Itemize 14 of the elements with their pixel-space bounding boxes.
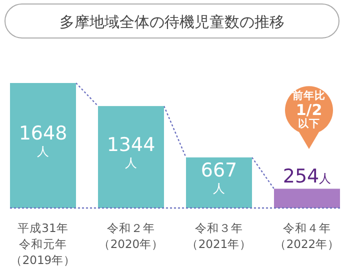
x-tick-label: 平成31年令和元年（2019年） bbox=[10, 221, 76, 267]
bar bbox=[274, 188, 340, 208]
bar bbox=[186, 157, 252, 208]
x-tick-label: 令和３年（2021年） bbox=[186, 221, 252, 251]
bar bbox=[10, 83, 76, 208]
data-label: 254人 bbox=[282, 166, 332, 188]
x-tick-label: 令和４年（2022年） bbox=[274, 221, 340, 251]
annotation: 前年比 1/2 以下 bbox=[292, 89, 326, 130]
data-label: 1648人 bbox=[18, 122, 68, 158]
data-label: 667人 bbox=[200, 160, 238, 196]
data-label: 1344人 bbox=[106, 134, 156, 170]
chart-title: 多摩地域全体の待機児童数の推移 bbox=[60, 13, 284, 31]
bar bbox=[98, 106, 164, 208]
x-tick-label: 令和２年（2020年） bbox=[98, 221, 164, 251]
